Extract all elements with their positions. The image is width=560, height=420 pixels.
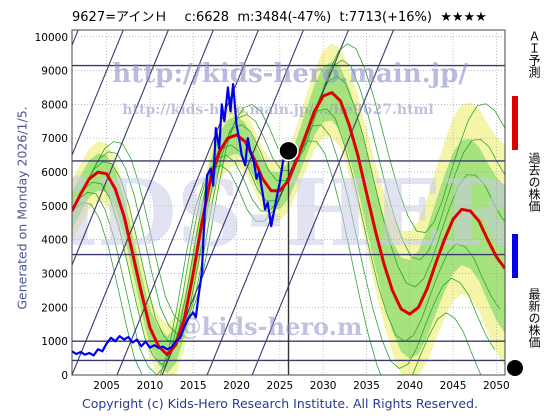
legend-past-price-label: 過去の株価	[527, 152, 541, 212]
trend-channel-line	[116, 30, 259, 375]
trend-channel-line	[161, 30, 304, 375]
copyright-footer: Copyright (c) Kids-Hero Research Institu…	[81, 396, 479, 411]
generated-date-text: Generated on Monday 2026/1/5.	[14, 106, 30, 310]
y-tick-label: 5000	[41, 201, 68, 213]
latest-price-marker	[278, 140, 299, 162]
watermark-url-top: http://kids-hero.main.jp/	[112, 59, 468, 89]
forecast-envelope-line	[72, 108, 501, 366]
legend-latest-price: 最新の株価	[507, 288, 541, 390]
x-tick-label: 2040	[396, 380, 423, 392]
plot-frame	[71, 29, 506, 376]
trend-channel-line	[251, 30, 395, 375]
x-tick-label: 2045	[440, 380, 467, 392]
y-tick-label: 9000	[41, 66, 68, 78]
y-tick-label: 7000	[41, 133, 68, 145]
legend-latest-price-marker	[507, 360, 523, 376]
y-tick-label: 8000	[41, 99, 68, 111]
legend-ai-forecast-label: ＡＩ予測	[527, 30, 541, 78]
legend-latest-price-label: 最新の株価	[527, 288, 541, 348]
plot-area: KiDS-HEROhttp://kids-hero.main.jp/http:/…	[0, 0, 505, 375]
x-tick-label: 2010	[137, 380, 164, 392]
watermark-url-mid: http://kids-hero.main.jp/.../ile9627.htm…	[122, 102, 433, 118]
chart-title: 9627=アインＨ c:6628 m:3484(-47%) t:7713(+16…	[72, 10, 487, 25]
x-tick-label: 2025	[266, 380, 293, 392]
series-line-past-price	[72, 83, 290, 357]
x-tick-label: 2005	[93, 380, 120, 392]
y-tick-label: 3000	[41, 269, 68, 281]
x-tick-label: 2035	[353, 380, 380, 392]
y-tick-label: 2000	[41, 302, 68, 314]
y-tick-label: 6000	[41, 167, 68, 179]
legend: ＡＩ予測 過去の株価 最新の株価	[507, 30, 541, 390]
series-line-ai-forecast	[72, 91, 505, 357]
trend-channel-line	[72, 30, 214, 375]
trend-channel-line	[0, 0, 65, 375]
legend-ai-forecast-swatch	[512, 96, 518, 150]
trend-channel-line	[72, 30, 169, 267]
legend-ai-forecast: ＡＩ予測	[512, 30, 541, 150]
x-tick-label: 2030	[310, 380, 337, 392]
y-tick-label: 10000	[35, 32, 68, 44]
y-tick-label: 1000	[41, 336, 68, 348]
x-tick-label: 2020	[223, 380, 250, 392]
x-tick-label: 2015	[180, 380, 207, 392]
forecast-inner-band	[72, 61, 505, 374]
watermark-url-bottom: @kids-hero.m	[178, 312, 363, 341]
y-tick-label: 0	[61, 370, 68, 382]
y-tick-label: 4000	[41, 235, 68, 247]
legend-past-price-swatch	[512, 234, 518, 278]
forecast-envelope-line	[72, 140, 482, 375]
legend-past-price: 過去の株価	[512, 152, 541, 282]
x-tick-label: 2050	[483, 380, 510, 392]
